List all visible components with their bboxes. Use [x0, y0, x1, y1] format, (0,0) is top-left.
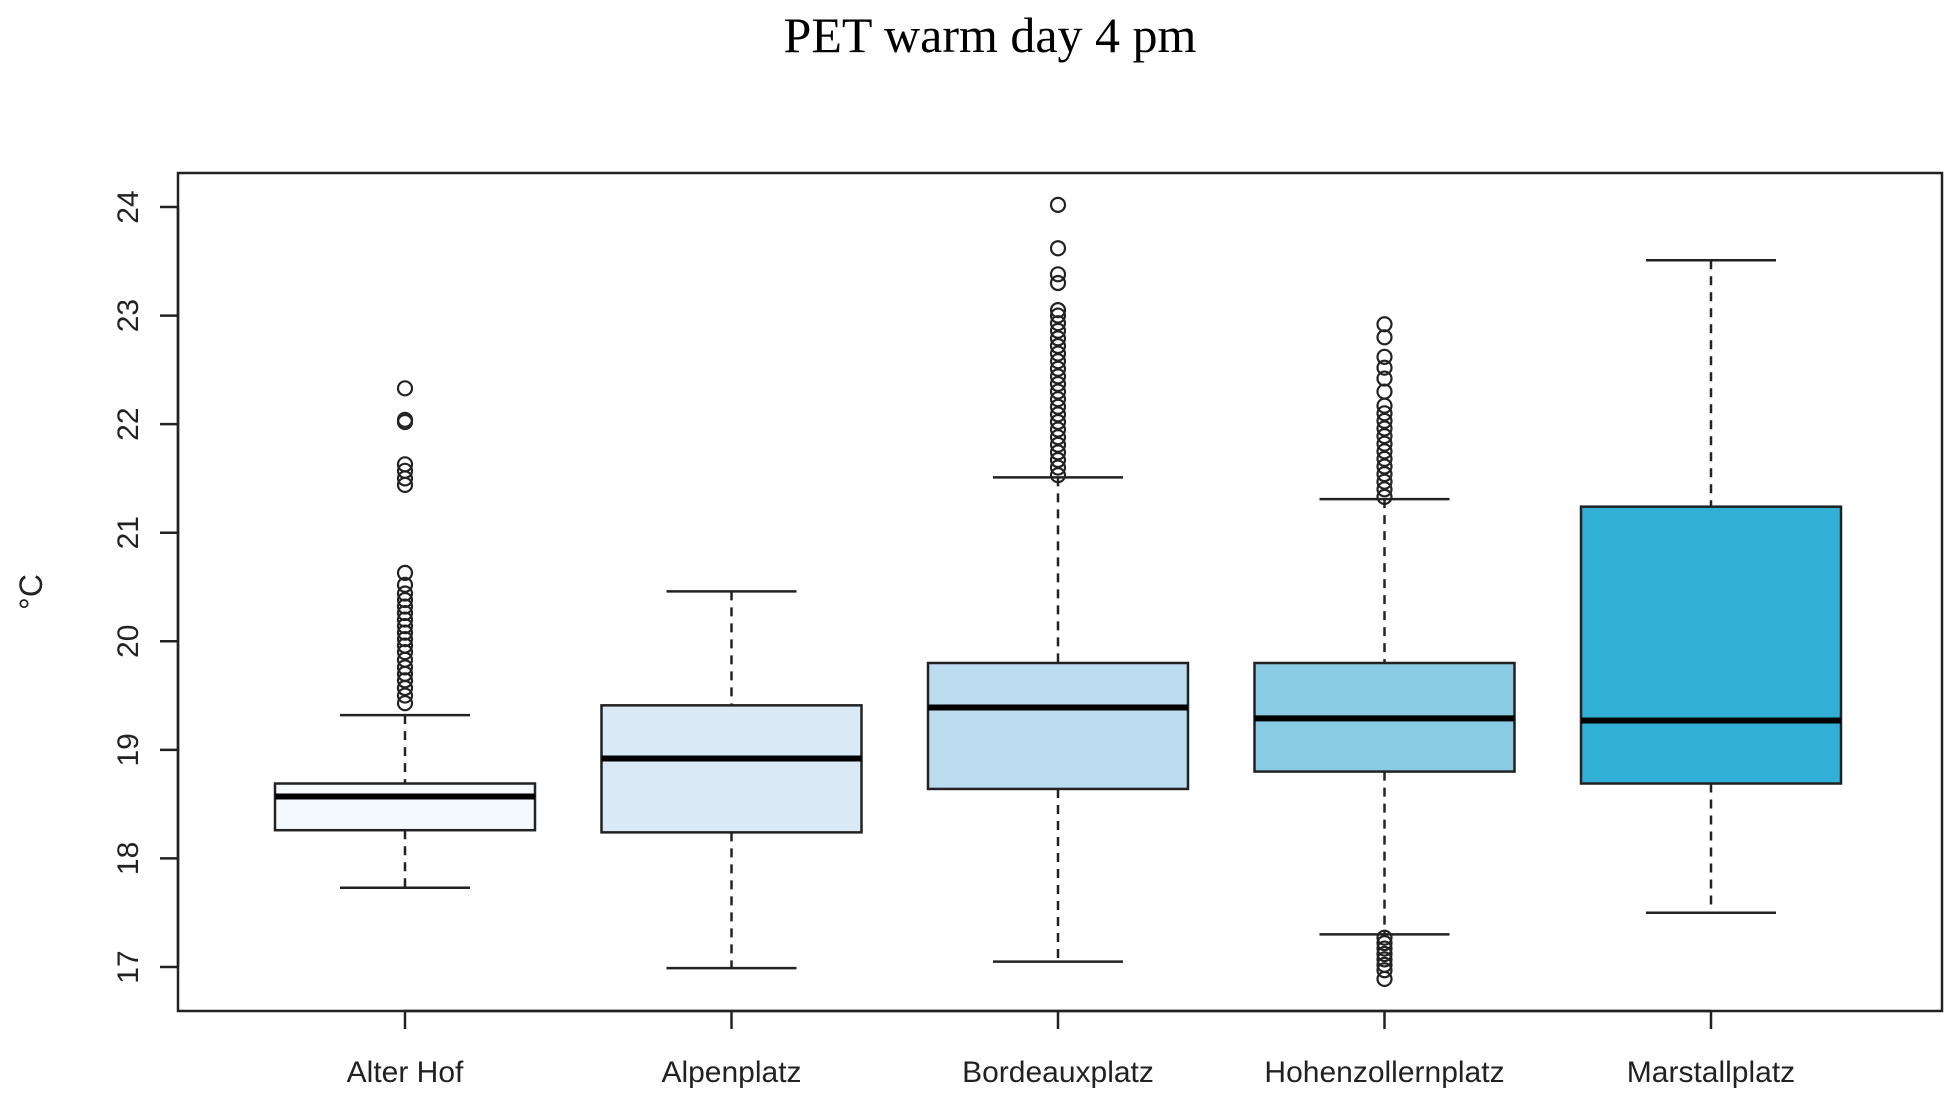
x-tick-label-2: Bordeauxplatz [962, 1056, 1154, 1089]
outlier-alter-hof-1 [396, 687, 414, 704]
outlier-alter-hof-25 [396, 380, 414, 397]
box-bordeauxplatz [926, 196, 1190, 963]
outlier-bordeauxplatz-1 [1049, 459, 1067, 476]
outlier-hohenzollernplatz-22 [1376, 951, 1393, 968]
chart-title: PET warm day 4 pm [784, 7, 1197, 63]
outlier-alter-hof-16 [396, 585, 414, 602]
outlier-bordeauxplatz-26 [1049, 196, 1067, 213]
outlier-hohenzollernplatz-1 [1376, 481, 1393, 498]
outlier-bordeauxplatz-0 [1049, 467, 1067, 484]
outlier-bordeauxplatz-2 [1049, 451, 1067, 469]
y-tick-label-24: 24 [112, 190, 145, 223]
box-hohenzollernplatz [1253, 316, 1516, 988]
outlier-hohenzollernplatz-13 [1376, 383, 1393, 400]
outlier-bordeauxplatz-9 [1049, 398, 1067, 415]
outlier-bordeauxplatz-6 [1049, 421, 1067, 438]
iqr-box-alpenplatz [600, 704, 863, 834]
outlier-hohenzollernplatz-4 [1376, 458, 1393, 475]
iqr-box-bordeauxplatz [926, 661, 1190, 791]
outlier-hohenzollernplatz-15 [1376, 359, 1393, 376]
outlier-hohenzollernplatz-3 [1376, 465, 1393, 483]
outlier-hohenzollernplatz-6 [1376, 443, 1393, 460]
outlier-bordeauxplatz-16 [1049, 345, 1067, 362]
y-tick-label-17: 17 [112, 950, 145, 983]
outlier-bordeauxplatz-13 [1049, 368, 1067, 385]
outlier-hohenzollernplatz-26 [1376, 929, 1393, 946]
y-tick-label-22: 22 [112, 407, 145, 440]
y-tick-label-20: 20 [112, 625, 145, 658]
outlier-bordeauxplatz-12 [1049, 375, 1067, 393]
box-alpenplatz [600, 590, 863, 970]
y-tick-label-18: 18 [112, 842, 145, 875]
iqr-box-alter-hof [273, 782, 537, 832]
outlier-hohenzollernplatz-21 [1376, 956, 1393, 973]
outlier-alter-hof-21 [396, 462, 414, 479]
outlier-hohenzollernplatz-18 [1376, 316, 1393, 333]
outlier-hohenzollernplatz-2 [1376, 473, 1393, 490]
outlier-hohenzollernplatz-14 [1376, 370, 1393, 387]
y-axis: 17 18 19 20 21 22 23 24 [112, 190, 180, 984]
outlier-hohenzollernplatz-16 [1376, 348, 1393, 365]
outlier-bordeauxplatz-19 [1049, 322, 1067, 339]
y-tick-label-21: 21 [112, 516, 145, 549]
outlier-alter-hof-18 [396, 564, 414, 581]
x-tick-label-0: Alter Hof [347, 1056, 464, 1089]
outlier-alter-hof-15 [396, 591, 414, 609]
outlier-alter-hof-22 [396, 456, 414, 473]
outlier-hohenzollernplatz-0 [1376, 488, 1393, 505]
outlier-bordeauxplatz-10 [1049, 391, 1067, 408]
x-tick-label-4: Marstallplatz [1627, 1056, 1795, 1089]
outlier-hohenzollernplatz-10 [1376, 412, 1393, 429]
box-marstallplatz [1579, 258, 1843, 914]
outlier-hohenzollernplatz-20 [1376, 962, 1393, 979]
outlier-alter-hof-17 [396, 576, 414, 593]
outlier-hohenzollernplatz-8 [1376, 427, 1393, 445]
x-tick-label-1: Alpenplatz [661, 1056, 801, 1089]
y-tick-label-19: 19 [112, 733, 145, 766]
outlier-bordeauxplatz-22 [1049, 302, 1067, 319]
outlier-hohenzollernplatz-7 [1376, 435, 1393, 452]
outlier-bordeauxplatz-5 [1049, 429, 1067, 446]
outlier-hohenzollernplatz-17 [1376, 329, 1393, 346]
outlier-bordeauxplatz-3 [1049, 444, 1067, 461]
x-axis: Alter Hof Alpenplatz Bordeauxplatz Hohenzol… [347, 1009, 1795, 1089]
outlier-bordeauxplatz-4 [1049, 436, 1067, 453]
outlier-bordeauxplatz-14 [1049, 360, 1067, 377]
outlier-bordeauxplatz-11 [1049, 383, 1067, 400]
outlier-bordeauxplatz-15 [1049, 353, 1067, 370]
y-tick-label-23: 23 [112, 299, 145, 332]
outlier-hohenzollernplatz-11 [1376, 405, 1393, 422]
outlier-bordeauxplatz-17 [1049, 337, 1067, 355]
y-axis-label: °C [13, 574, 49, 610]
outlier-hohenzollernplatz-24 [1376, 940, 1393, 957]
outlier-alter-hof-24 [396, 411, 414, 428]
outlier-bordeauxplatz-8 [1049, 406, 1067, 423]
outlier-hohenzollernplatz-5 [1376, 450, 1393, 467]
outlier-bordeauxplatz-23 [1049, 274, 1067, 292]
outlier-bordeauxplatz-21 [1049, 307, 1067, 324]
outlier-alter-hof-5 [396, 659, 414, 676]
box-alter-hof [273, 380, 537, 889]
x-tick-label-3: Hohenzollernplatz [1264, 1056, 1504, 1089]
outlier-bordeauxplatz-7 [1049, 413, 1067, 431]
outlier-bordeauxplatz-25 [1049, 240, 1067, 257]
box-series [273, 196, 1843, 988]
iqr-box-marstallplatz [1579, 505, 1843, 785]
outlier-alter-hof-0 [396, 695, 414, 712]
outlier-bordeauxplatz-18 [1049, 330, 1067, 347]
outlier-hohenzollernplatz-9 [1376, 420, 1393, 437]
outlier-bordeauxplatz-24 [1049, 266, 1067, 283]
outlier-hohenzollernplatz-23 [1376, 945, 1393, 963]
outlier-hohenzollernplatz-25 [1376, 935, 1393, 952]
